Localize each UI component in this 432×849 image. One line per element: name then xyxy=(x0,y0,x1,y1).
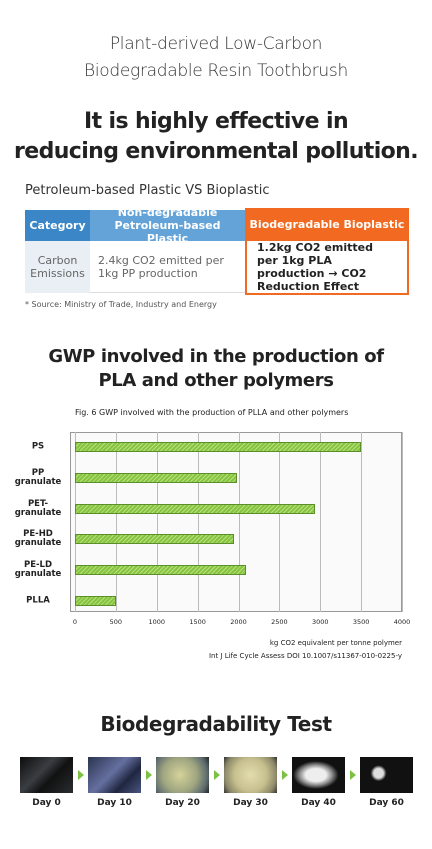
x-tick-label: 500 xyxy=(109,618,123,626)
title-line: Plant-derived Low-Carbon xyxy=(109,34,323,54)
arrow xyxy=(78,770,84,780)
photo xyxy=(360,757,413,793)
bar xyxy=(75,596,116,606)
cell: 1.2kg CO2 emitted per 1kg PLA production… xyxy=(245,241,409,295)
bar xyxy=(75,534,234,545)
grid-line xyxy=(115,432,117,612)
section-title: Biodegradability Test xyxy=(100,712,332,736)
bar xyxy=(75,503,315,514)
bar xyxy=(75,565,246,576)
table-title: Petroleum-based Plastic VS Bioplastic xyxy=(25,183,270,198)
grid-line xyxy=(402,432,403,612)
day-label: Day 30 xyxy=(233,798,268,808)
arrow xyxy=(282,770,288,780)
header-cell: Biodegradable Bioplastic xyxy=(245,208,409,241)
arrow xyxy=(350,770,356,780)
chart-source: Int J Life Cycle Assess DOI 10.1007/s113… xyxy=(208,652,402,660)
x-tick-label: 2000 xyxy=(230,618,247,626)
chart: Fig. 6 GWP involved with the production … xyxy=(14,408,411,660)
grid-line xyxy=(197,432,199,612)
chart-caption: Fig. 6 GWP involved with the production … xyxy=(75,408,349,417)
y-tick-label: PE-HD granulate xyxy=(14,529,62,549)
header-cell: Non-degradable Petroleum-based Plastic xyxy=(90,206,245,245)
cell: 2.4kg CO2 emitted per 1kg PP production xyxy=(90,241,245,293)
row-label: Carbon Emissions xyxy=(25,241,90,293)
day-label: Day 0 xyxy=(32,798,61,808)
x-axis-label: kg CO2 equivalent per tonne polymer xyxy=(269,639,402,647)
y-tick-label: PS xyxy=(31,441,45,452)
day-label: Day 10 xyxy=(97,798,132,808)
photo xyxy=(292,757,345,793)
bar xyxy=(75,472,237,483)
x-tick-label: 1000 xyxy=(148,618,166,626)
photo xyxy=(20,757,73,793)
source: * Source: Ministry of Trade, Industry an… xyxy=(25,300,217,309)
grid-line xyxy=(156,432,158,612)
section-title: GWP involved in the production of xyxy=(48,346,384,367)
x-tick-label: 1500 xyxy=(189,618,206,626)
grid-line xyxy=(238,432,240,612)
plot-frame xyxy=(70,432,402,612)
day-label: Day 40 xyxy=(301,798,336,808)
grid-line xyxy=(75,432,76,612)
arrow xyxy=(146,770,152,780)
headline: reducing environmental pollution. xyxy=(14,139,419,164)
day-label: Day 60 xyxy=(369,798,404,808)
x-tick-label: 3000 xyxy=(311,618,329,626)
grid-line xyxy=(320,432,322,612)
x-tick-label: 2500 xyxy=(271,618,288,626)
arrow xyxy=(214,770,220,780)
photo xyxy=(156,757,209,793)
y-tick-label: PP granulate xyxy=(14,467,62,487)
x-tick-label: 4000 xyxy=(393,618,411,626)
photo xyxy=(224,757,277,793)
title-line: Biodegradable Resin Toothbrush xyxy=(84,61,348,81)
bar xyxy=(75,442,362,452)
y-tick-label: PET-granulate xyxy=(14,498,62,518)
header-cell: Category xyxy=(25,210,90,241)
x-tick-label: 0 xyxy=(72,618,78,626)
section-title: PLA and other polymers xyxy=(98,370,334,391)
y-tick-label: PE-LD granulate xyxy=(14,560,62,580)
x-tick-label: 3500 xyxy=(352,618,370,626)
grid-line xyxy=(279,432,281,612)
y-tick-label: PLLA xyxy=(26,595,50,606)
day-label: Day 20 xyxy=(165,798,200,808)
photo xyxy=(88,757,141,793)
headline: It is highly effective in xyxy=(83,109,349,134)
grid-line xyxy=(361,432,363,612)
